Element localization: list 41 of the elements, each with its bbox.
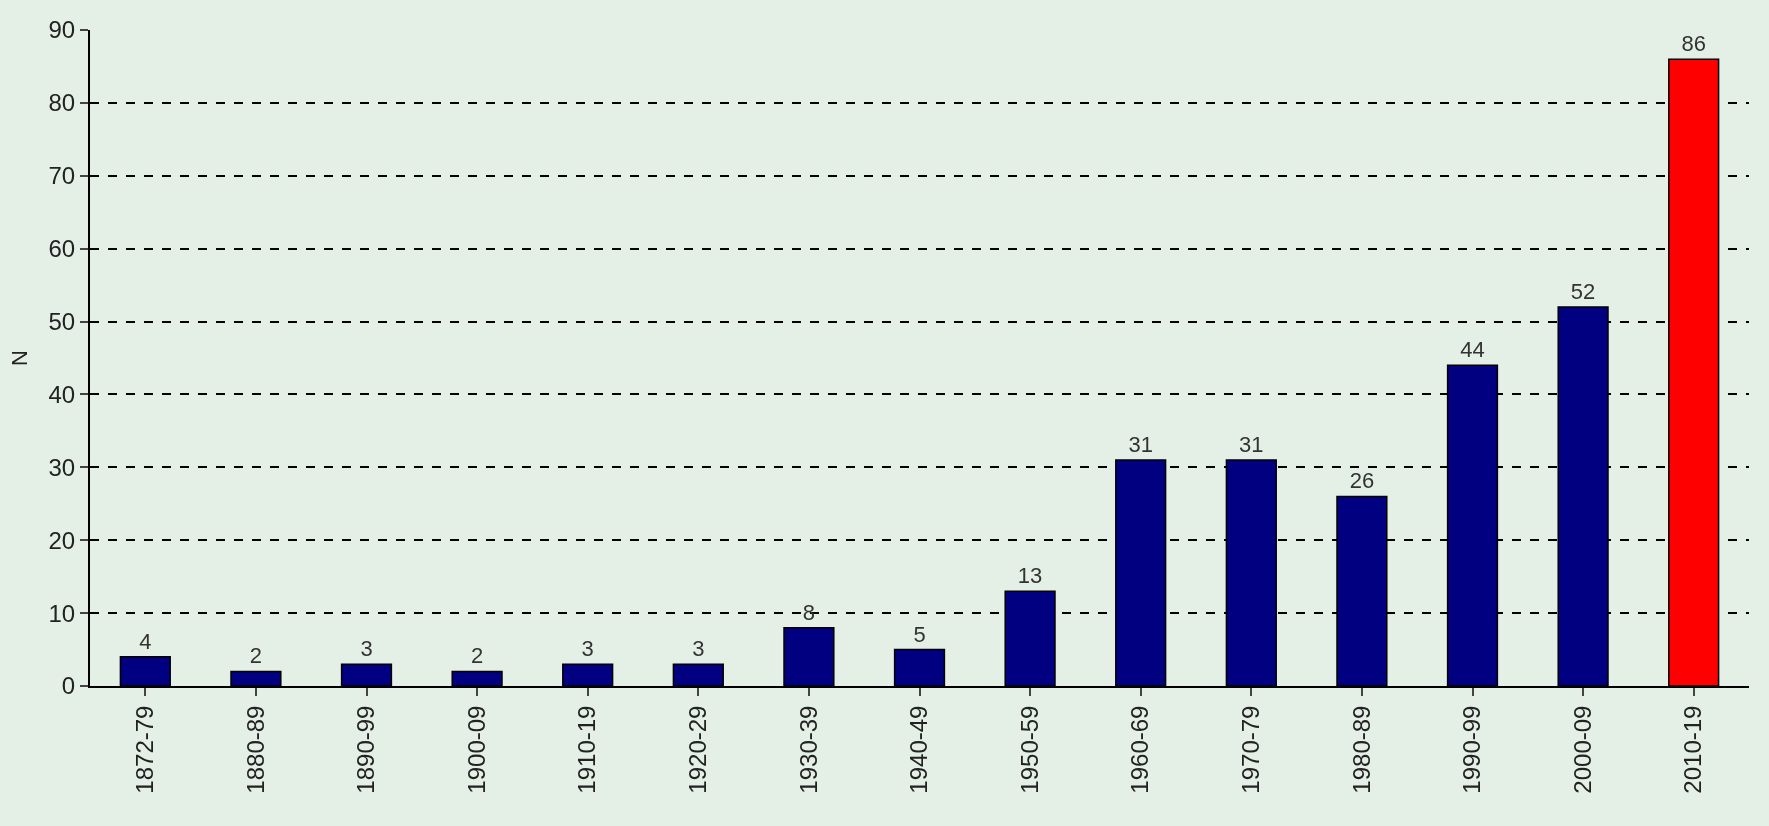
data-label: 26 (1349, 468, 1375, 494)
x-tick-label: 1950-59 (1015, 705, 1043, 794)
data-label: 5 (913, 621, 926, 647)
data-label: 44 (1460, 337, 1485, 363)
y-axis-title: N (6, 350, 32, 366)
x-tick-label: 1940-49 (905, 705, 933, 794)
y-tick-label: 40 (48, 380, 76, 408)
data-label: 2 (249, 643, 263, 669)
data-label: 3 (581, 636, 594, 662)
y-tick-label: 60 (48, 235, 76, 263)
data-label: 4 (139, 628, 152, 654)
x-tick-label: 1920-29 (684, 705, 712, 794)
data-label: 13 (1017, 563, 1043, 589)
x-tick-label: 1970-79 (1237, 705, 1265, 794)
data-label: 52 (1570, 278, 1596, 304)
x-tick-label: 1990-99 (1458, 705, 1486, 794)
x-tick-label: 2000-09 (1568, 705, 1596, 794)
x-tick-label: 1930-39 (794, 705, 822, 794)
data-label: 3 (360, 636, 373, 662)
y-tick-label: 30 (48, 453, 76, 481)
x-tick-label: 1900-09 (462, 705, 490, 794)
data-label: 31 (1239, 432, 1264, 458)
x-tick-label: 1980-89 (1347, 705, 1375, 794)
y-tick-label: 10 (48, 599, 76, 627)
y-tick-label: 90 (48, 16, 76, 44)
y-tick-label: 20 (48, 526, 76, 554)
x-tick-label: 1960-69 (1126, 705, 1154, 794)
data-label: 31 (1128, 432, 1153, 458)
x-tick-label: 1872-79 (131, 705, 159, 794)
data-label: 86 (1681, 31, 1706, 57)
data-label: 3 (692, 636, 705, 662)
x-tick-label: 1890-99 (352, 705, 380, 794)
x-tick-label: 2010-19 (1679, 705, 1707, 794)
y-tick-label: 70 (48, 162, 76, 190)
y-tick-label: 50 (48, 307, 76, 335)
x-tick-label: 1910-19 (573, 705, 601, 794)
data-label: 8 (802, 599, 816, 625)
y-tick-label: 80 (48, 89, 76, 117)
x-tick-label: 1880-89 (241, 705, 269, 794)
data-label: 2 (470, 643, 484, 669)
y-tick-label: 0 (61, 672, 76, 700)
